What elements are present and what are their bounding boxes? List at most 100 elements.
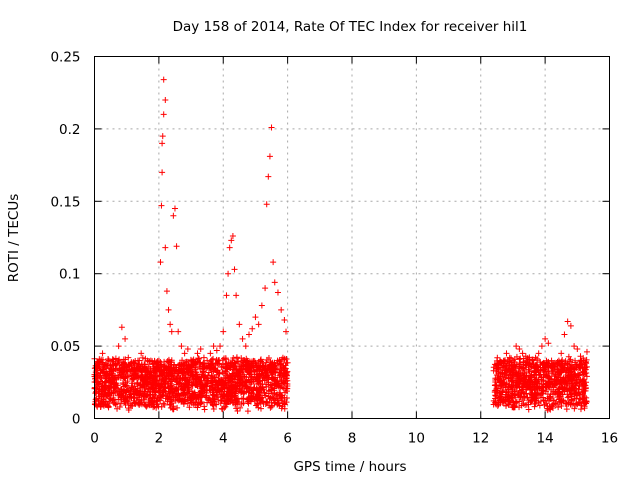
scatter-point: [545, 361, 552, 368]
scatter-point: [223, 385, 230, 392]
scatter-points-dense: [91, 353, 590, 415]
scatter-point: [172, 368, 179, 375]
scatter-point: [503, 380, 510, 387]
scatter-point: [212, 367, 219, 374]
scatter-point: [546, 403, 553, 410]
scatter-point: [559, 389, 566, 396]
scatter-point: [556, 386, 563, 393]
scatter-point: [571, 405, 578, 412]
scatter-point: [197, 400, 204, 407]
scatter-point: [559, 357, 566, 363]
scatter-point: [186, 395, 193, 402]
scatter-point: [96, 386, 103, 393]
scatter-point: [581, 376, 588, 383]
y-tick-label: 0.1: [59, 267, 80, 283]
scatter-point: [548, 357, 555, 364]
scatter-point: [283, 399, 290, 406]
scatter-point: [496, 366, 503, 373]
y-tick-label: 0.25: [50, 50, 80, 66]
scatter-point: [181, 350, 188, 357]
scatter-point: [511, 388, 518, 395]
scatter-point: [184, 345, 191, 352]
scatter-point: [271, 279, 278, 286]
scatter-point: [261, 389, 268, 396]
scatter-point: [149, 377, 156, 384]
scatter-point: [209, 373, 216, 380]
scatter-point: [547, 406, 554, 413]
scatter-point: [137, 389, 144, 396]
scatter-point: [280, 380, 287, 387]
scatter-point: [137, 381, 144, 388]
scatter-point: [106, 368, 113, 375]
scatter-point: [222, 355, 229, 362]
scatter-point: [244, 364, 251, 371]
scatter-point: [538, 343, 545, 350]
scatter-point: [213, 360, 220, 367]
scatter-point: [104, 402, 111, 409]
scatter-point: [272, 382, 279, 389]
scatter-point: [577, 376, 584, 383]
scatter-point: [242, 343, 249, 350]
scatter-point: [499, 388, 506, 395]
scatter-point: [222, 398, 229, 405]
scatter-point: [226, 244, 233, 251]
scatter-point: [505, 389, 512, 396]
x-tick-label: 14: [537, 431, 554, 447]
scatter-point: [186, 364, 193, 371]
scatter-point: [579, 371, 586, 378]
scatter-point: [240, 357, 247, 364]
scatter-point: [194, 404, 201, 411]
scatter-point: [92, 398, 99, 405]
scatter-point: [493, 362, 500, 369]
scatter-point: [198, 392, 205, 399]
scatter-point: [262, 392, 269, 399]
scatter-point: [233, 383, 240, 390]
scatter-point: [203, 380, 210, 387]
scatter-point: [519, 350, 526, 357]
scatter-point: [180, 398, 187, 405]
scatter-point: [141, 363, 148, 370]
scatter-point: [120, 368, 127, 375]
scatter-point: [199, 363, 206, 370]
scatter-point: [131, 364, 138, 371]
scatter-point: [178, 343, 185, 350]
scatter-point: [522, 380, 529, 387]
scatter-point: [551, 376, 558, 383]
scatter-point: [136, 401, 143, 408]
scatter-point: [235, 388, 242, 395]
scatter-point: [562, 400, 569, 407]
scatter-point: [135, 372, 142, 379]
scatter-point: [554, 394, 561, 401]
scatter-point: [282, 389, 289, 396]
scatter-point: [498, 391, 505, 398]
x-axis-label: GPS time / hours: [293, 459, 406, 475]
scatter-point: [164, 358, 171, 365]
scatter-point: [490, 367, 497, 374]
scatter-point: [512, 364, 519, 371]
y-tick-label: 0.05: [50, 339, 80, 355]
scatter-point: [561, 366, 568, 373]
scatter-point: [123, 382, 130, 389]
scatter-point: [160, 111, 167, 118]
scatter-point: [203, 390, 210, 397]
scatter-point: [196, 374, 203, 381]
scatter-point: [542, 335, 549, 342]
scatter-point: [98, 390, 105, 397]
scatter-point: [99, 366, 106, 373]
scatter-point: [197, 360, 204, 367]
scatter-point: [259, 375, 266, 382]
scatter-point: [134, 357, 141, 364]
scatter-point: [225, 377, 232, 384]
scatter-point: [173, 375, 180, 382]
scatter-point: [125, 406, 132, 413]
scatter-point: [210, 343, 217, 350]
scatter-point: [537, 367, 544, 374]
scatter-point: [184, 384, 191, 391]
scatter-point: [273, 391, 280, 398]
scatter-point: [101, 362, 108, 369]
scatter-point: [551, 364, 558, 371]
scatter-point: [215, 375, 222, 382]
scatter-point: [163, 288, 170, 295]
scatter-point: [228, 237, 235, 244]
scatter-point: [159, 370, 166, 377]
